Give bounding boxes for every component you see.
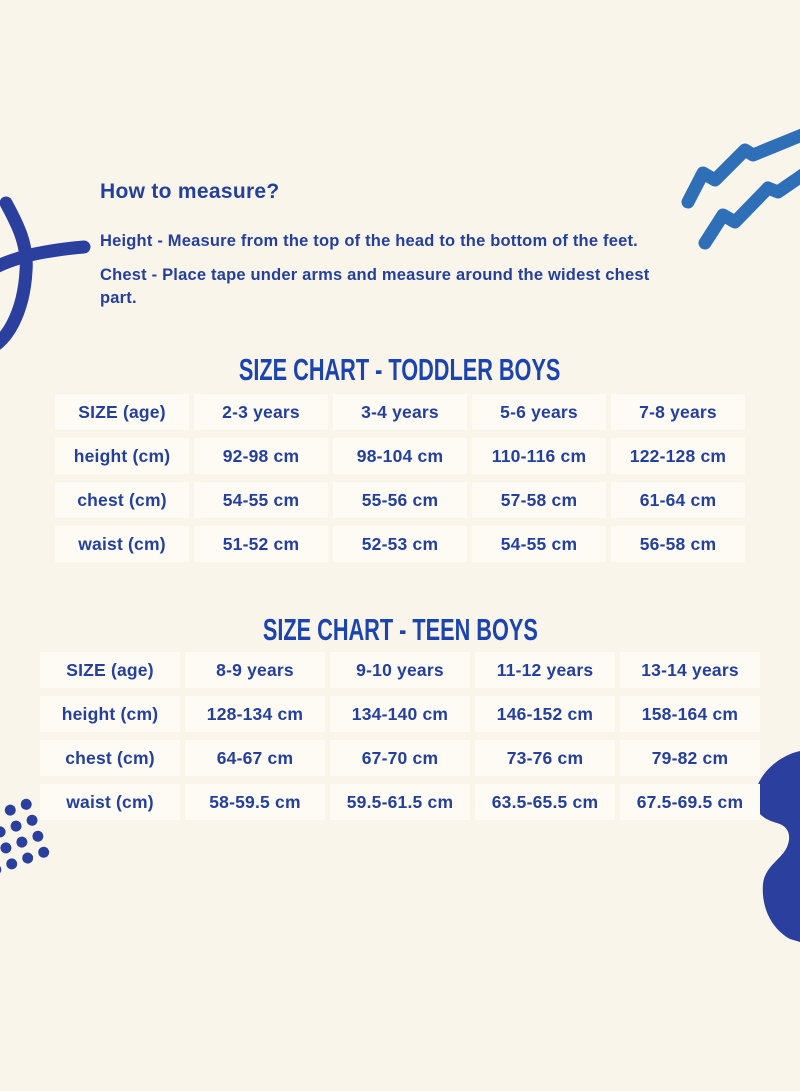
how-to-measure-section: How to measure? Height - Measure from th… bbox=[100, 180, 675, 320]
row-label: height (cm) bbox=[40, 696, 180, 732]
table-cell: 73-76 cm bbox=[475, 740, 615, 776]
height-instruction: Height - Measure from the top of the hea… bbox=[100, 232, 638, 250]
column-header: 11-12 years bbox=[475, 652, 615, 688]
teen-chart-title: SIZE CHART - TEEN BOYS bbox=[262, 612, 538, 647]
teen-size-table: SIZE (age) 8-9 years 9-10 years 11-12 ye… bbox=[40, 652, 760, 820]
row-label: chest (cm) bbox=[55, 482, 189, 518]
table-cell: 67.5-69.5 cm bbox=[620, 784, 760, 820]
column-header: 5-6 years bbox=[472, 394, 606, 430]
toddler-size-table: SIZE (age) 2-3 years 3-4 years 5-6 years… bbox=[55, 394, 745, 562]
table-cell: 58-59.5 cm bbox=[185, 784, 325, 820]
table-cell: 158-164 cm bbox=[620, 696, 760, 732]
table-cell: 51-52 cm bbox=[194, 526, 328, 562]
loop-scribble-icon bbox=[0, 196, 91, 350]
table-cell: 92-98 cm bbox=[194, 438, 328, 474]
column-header: 9-10 years bbox=[330, 652, 470, 688]
zigzag-wave-icon bbox=[681, 128, 800, 250]
column-header: 3-4 years bbox=[333, 394, 467, 430]
column-header: 2-3 years bbox=[194, 394, 328, 430]
table-cell: 64-67 cm bbox=[185, 740, 325, 776]
table-cell: 79-82 cm bbox=[620, 740, 760, 776]
table-cell: 55-56 cm bbox=[333, 482, 467, 518]
column-header: SIZE (age) bbox=[40, 652, 180, 688]
table-cell: 61-64 cm bbox=[611, 482, 745, 518]
table-cell: 146-152 cm bbox=[475, 696, 615, 732]
chest-instruction: Chest - Place tape under arms and measur… bbox=[100, 265, 650, 307]
column-header: 8-9 years bbox=[185, 652, 325, 688]
table-cell: 122-128 cm bbox=[611, 438, 745, 474]
table-cell: 56-58 cm bbox=[611, 526, 745, 562]
table-cell: 52-53 cm bbox=[333, 526, 467, 562]
table-cell: 54-55 cm bbox=[194, 482, 328, 518]
column-header: SIZE (age) bbox=[55, 394, 189, 430]
column-header: 7-8 years bbox=[611, 394, 745, 430]
table-cell: 128-134 cm bbox=[185, 696, 325, 732]
table-cell: 134-140 cm bbox=[330, 696, 470, 732]
row-label: waist (cm) bbox=[55, 526, 189, 562]
table-cell: 98-104 cm bbox=[333, 438, 467, 474]
table-cell: 59.5-61.5 cm bbox=[330, 784, 470, 820]
table-cell: 54-55 cm bbox=[472, 526, 606, 562]
toddler-chart-title: SIZE CHART - TODDLER BOYS bbox=[239, 352, 561, 387]
table-cell: 63.5-65.5 cm bbox=[475, 784, 615, 820]
row-label: height (cm) bbox=[55, 438, 189, 474]
how-to-measure-heading: How to measure? bbox=[100, 180, 280, 203]
row-label: waist (cm) bbox=[40, 784, 180, 820]
table-cell: 110-116 cm bbox=[472, 438, 606, 474]
table-cell: 67-70 cm bbox=[330, 740, 470, 776]
column-header: 13-14 years bbox=[620, 652, 760, 688]
table-cell: 57-58 cm bbox=[472, 482, 606, 518]
row-label: chest (cm) bbox=[40, 740, 180, 776]
